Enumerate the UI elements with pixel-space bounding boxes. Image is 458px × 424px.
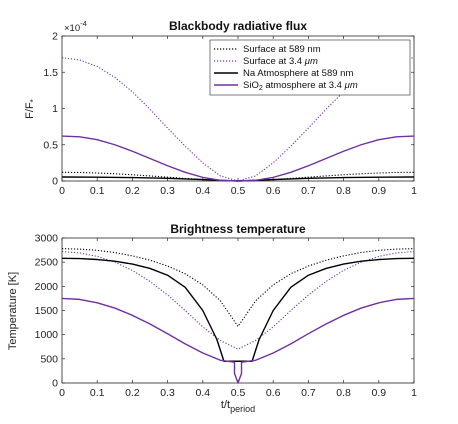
top-x-tick-label: 0.4 [195, 185, 210, 197]
bottom-x-tick-label: 0.9 [371, 387, 386, 399]
bottom-y-tick-label: 2500 [35, 257, 59, 269]
legend-label-sio2-atm: SiO2 atmosphere at 3.4 μm [243, 80, 358, 92]
top-x-tick-label: 0.1 [90, 185, 105, 197]
bottom-x-axis-label: t/tperiod [221, 399, 255, 414]
bottom-x-tick-label: 0.7 [301, 387, 316, 399]
top-x-tick-label: 0.9 [371, 185, 386, 197]
bottom-x-tick-label: 1 [411, 387, 417, 399]
top-chart-title: Blackbody radiative flux [169, 19, 307, 33]
top-y-tick-label: 1.5 [43, 67, 58, 79]
top-x-tick-label: 1 [411, 185, 417, 197]
top-y-scale-factor: ×10-4 [64, 19, 87, 34]
legend-label-na-atm: Na Atmosphere at 589 nm [243, 68, 353, 79]
top-x-tick-label: 0.5 [231, 185, 246, 197]
bottom-x-tick-label: 0.2 [125, 387, 140, 399]
top-x-tick-label: 0.7 [301, 185, 316, 197]
bottom-x-tick-label: 0.6 [266, 387, 281, 399]
top-y-tick-label: 2 [52, 31, 58, 43]
top-panel: Blackbody radiative flux 0 0.1 0.2 0.3 0.4 0.… [24, 19, 417, 197]
top-y-tick-label: 1 [52, 103, 58, 115]
bottom-y-tick-label: 1000 [35, 329, 59, 341]
bottom-x-tick-label: 0.8 [336, 387, 351, 399]
legend-label-surface-3p4: Surface at 3.4 μm [243, 56, 318, 67]
bottom-series-group [61, 248, 415, 384]
legend-label-surface-589: Surface at 589 nm [243, 44, 321, 55]
legend: Surface at 589 nm Surface at 3.4 μm Na A… [209, 39, 411, 96]
top-axis-ticks: 0 0.1 0.2 0.3 0.4 0.5 0.6 0.7 0.8 0.9 1 0 0.5 1 1.5 2 [43, 31, 417, 198]
top-x-tick-label: 0.6 [266, 185, 281, 197]
bottom-panel: Brightness temperature 0 0.1 0.2 0.3 0.4 0.5 0… [7, 222, 417, 414]
bottom-x-tick-label: 0.3 [160, 387, 175, 399]
top-series-line-3 [61, 135, 415, 182]
bottom-series-line-2 [61, 257, 415, 362]
bottom-axis-ticks: 0 0.1 0.2 0.3 0.4 0.5 0.6 0.7 0.8 0.9 1 0 500 1000 150… [35, 233, 417, 400]
bottom-x-tick-label: 0.1 [90, 387, 105, 399]
bottom-x-tick-label: 0 [59, 387, 65, 399]
bottom-y-tick-label: 1500 [35, 305, 59, 317]
bottom-y-tick-label: 500 [40, 353, 58, 365]
bottom-series-line-0 [61, 248, 415, 328]
bottom-series-line-3 [61, 297, 415, 384]
bottom-y-tick-label: 2000 [35, 281, 59, 293]
bottom-series-line-1 [61, 250, 415, 350]
top-x-tick-label: 0.8 [336, 185, 351, 197]
legend-box [209, 39, 411, 96]
bottom-x-tick-label: 0.5 [231, 387, 246, 399]
top-x-tick-label: 0 [59, 185, 65, 197]
bottom-chart-title: Brightness temperature [170, 222, 306, 236]
bottom-x-tick-label: 0.4 [195, 387, 210, 399]
bottom-y-tick-label: 3000 [35, 233, 59, 245]
top-x-tick-label: 0.2 [125, 185, 140, 197]
top-x-tick-label: 0.3 [160, 185, 175, 197]
top-y-tick-label: 0.5 [43, 139, 58, 151]
bottom-y-tick-label: 0 [52, 378, 58, 390]
top-y-axis-label: F/F* [24, 99, 38, 119]
top-y-tick-label: 0 [52, 176, 58, 188]
bottom-y-axis-label: Temperature [K] [7, 272, 19, 350]
